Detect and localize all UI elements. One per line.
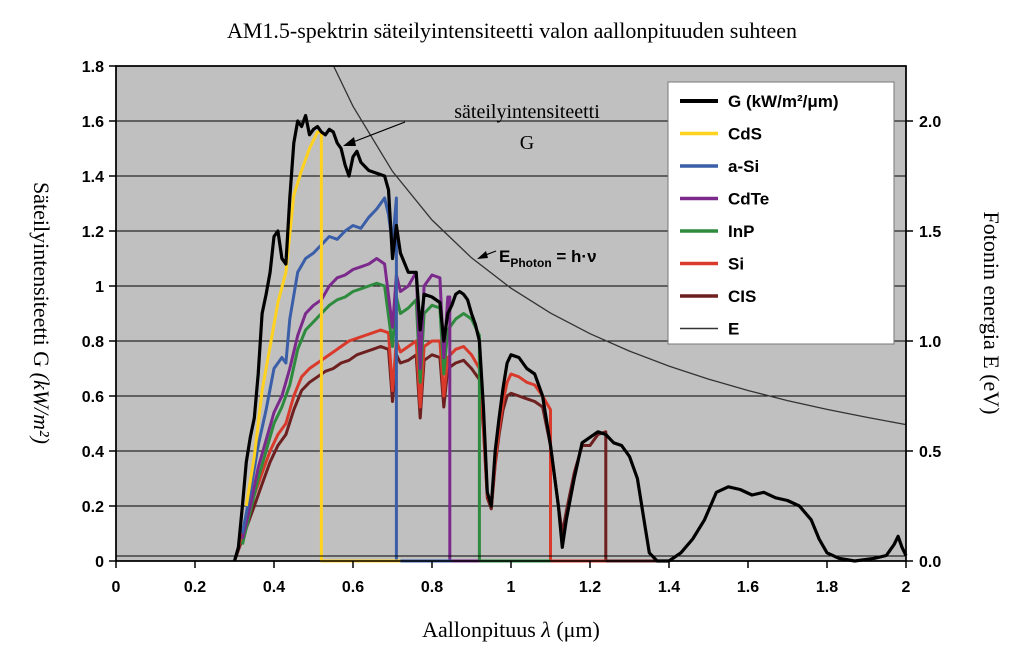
x-tick-label: 1.2 bbox=[579, 579, 601, 596]
x-tick-label: 0 bbox=[112, 579, 121, 596]
legend-label-g: G (kW/m²/μm) bbox=[728, 92, 839, 111]
photon-label-main: E bbox=[499, 247, 510, 266]
spectrum-annotation-line1: säteilyintensiteetti bbox=[454, 101, 600, 123]
series-line-cdte bbox=[240, 257, 480, 563]
y-right-tick-label: 1.5 bbox=[919, 224, 941, 241]
x-axis-symbol: λ bbox=[540, 617, 551, 642]
series-group bbox=[232, 113, 908, 563]
legend: G (kW/m²/μm) CdS a-Si CdTe InP Si CIS E bbox=[667, 81, 895, 345]
legend-box bbox=[667, 81, 895, 345]
y-left-tick-label: 1 bbox=[95, 279, 104, 296]
photon-energy-annotation: EPhoton = h·ν bbox=[499, 247, 597, 270]
y-left-tick-label: 0.4 bbox=[82, 444, 104, 461]
legend-label-cds: CdS bbox=[728, 125, 762, 144]
y-left-axis-title: Säteilyintensiteetti G (kW/m²) bbox=[29, 182, 54, 444]
annotations: säteilyintensiteetti G EPhoton = h·ν bbox=[343, 101, 600, 270]
x-tick-label: 1 bbox=[507, 579, 516, 596]
x-tick-label: 0.6 bbox=[342, 579, 364, 596]
y-right-tick-label: 0.0 bbox=[919, 554, 941, 571]
legend-label-si: Si bbox=[728, 255, 744, 274]
spectrum-annotation-line2: G bbox=[520, 132, 534, 154]
spectrum-arrow-head bbox=[343, 137, 356, 146]
x-axis-unit: (μm) bbox=[556, 617, 600, 642]
x-tick-label: 0.2 bbox=[184, 579, 206, 596]
series-line-e bbox=[333, 65, 907, 426]
photon-arrow-head bbox=[477, 251, 488, 259]
y-right-axis-title: Fotonin energia E (eV) bbox=[979, 211, 1004, 414]
legend-label-cis: CIS bbox=[728, 287, 756, 306]
y-right-tick-label: 0.5 bbox=[919, 444, 941, 461]
y-left-tick-label: 0 bbox=[95, 554, 104, 571]
x-tick-label: 1.6 bbox=[737, 579, 759, 596]
chart-title: AM1.5-spektrin säteilyintensiteetti valo… bbox=[227, 18, 797, 43]
spectrum-annotation-arrow bbox=[347, 121, 406, 145]
x-axis-ticks: 0 0.2 0.4 0.6 0.8 1 1.2 1.4 1.6 1.8 2 bbox=[112, 561, 911, 596]
y-left-tick-label: 1.6 bbox=[82, 114, 104, 131]
y-left-axis-label: Säteilyintensiteetti G bbox=[29, 182, 54, 367]
y-left-tick-label: 1.8 bbox=[82, 59, 104, 76]
x-tick-label: 2 bbox=[902, 579, 911, 596]
y-left-axis-ticks: 0 0.2 0.4 0.6 0.8 1 1.2 1.4 1.6 1.8 bbox=[82, 59, 116, 571]
series-line-si bbox=[236, 328, 606, 563]
y-left-axis-unit: (kW/m²) bbox=[29, 373, 54, 444]
legend-label-cdte: CdTe bbox=[728, 190, 769, 209]
x-axis-title: Aallonpituus λ (μm) bbox=[422, 617, 600, 642]
y-right-tick-label: 2.0 bbox=[919, 114, 941, 131]
y-left-tick-label: 0.8 bbox=[82, 334, 104, 351]
x-axis-label: Aallonpituus bbox=[422, 617, 536, 642]
y-left-tick-label: 1.4 bbox=[82, 169, 104, 186]
photon-label-rest: = h·ν bbox=[552, 247, 597, 266]
legend-label-a-si: a-Si bbox=[728, 157, 759, 176]
x-tick-label: 1.8 bbox=[816, 579, 838, 596]
y-left-tick-label: 1.2 bbox=[82, 224, 104, 241]
photon-energy-curve-group bbox=[333, 65, 907, 426]
series-line-g bbox=[232, 113, 908, 563]
y-left-tick-label: 0.2 bbox=[82, 499, 104, 516]
y-left-tick-label: 0.6 bbox=[82, 389, 104, 406]
legend-label-inp: InP bbox=[728, 222, 754, 241]
y-right-tick-label: 1.0 bbox=[919, 334, 941, 351]
x-tick-label: 1.4 bbox=[658, 579, 680, 596]
y-right-axis-ticks: 0.0 0.5 1.0 1.5 2.0 bbox=[906, 114, 941, 571]
x-tick-label: 0.8 bbox=[421, 579, 443, 596]
x-tick-label: 0.4 bbox=[263, 579, 285, 596]
photon-label-sub: Photon bbox=[510, 256, 551, 270]
legend-label-e: E bbox=[728, 320, 739, 339]
